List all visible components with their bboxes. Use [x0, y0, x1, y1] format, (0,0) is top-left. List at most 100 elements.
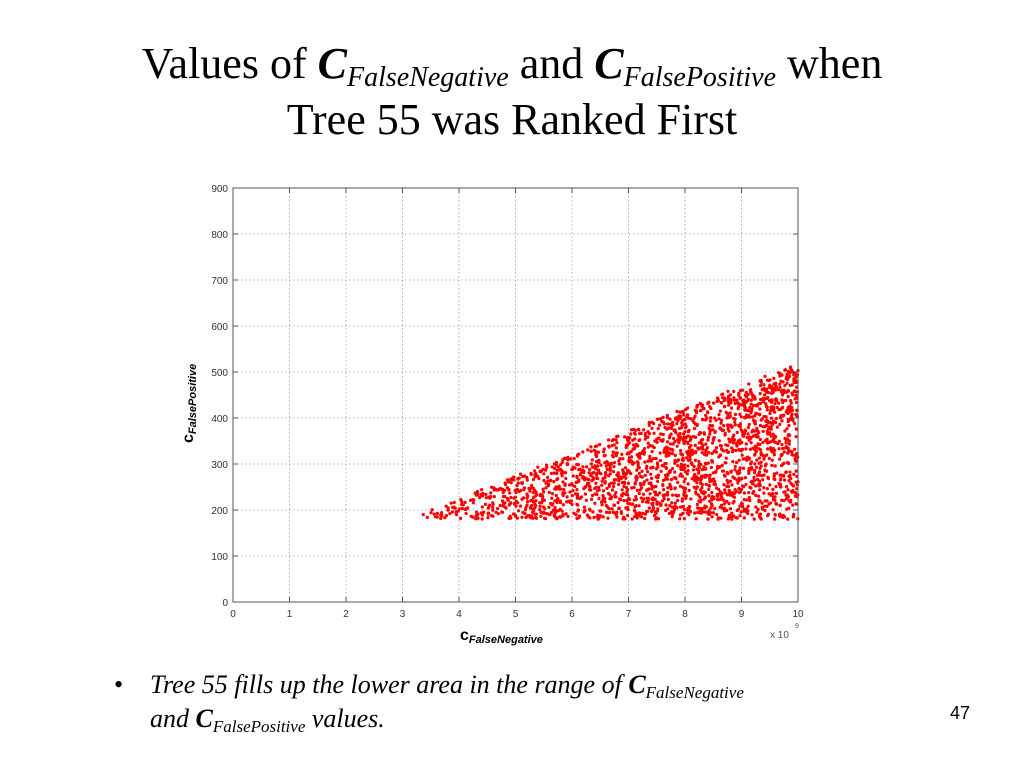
scatter-point — [491, 505, 495, 510]
scatter-point — [728, 440, 732, 444]
scatter-point — [757, 513, 762, 517]
scatter-point — [688, 438, 692, 443]
scatter-point — [618, 457, 622, 461]
scatter-point — [611, 481, 616, 485]
scatter-point — [594, 454, 599, 459]
scatter-point — [726, 389, 730, 393]
scatter-point — [645, 488, 649, 492]
scatter-point — [474, 510, 479, 514]
scatter-point — [525, 496, 529, 500]
scatter-point — [599, 472, 603, 476]
scatter-point — [668, 470, 672, 474]
scatter-point — [578, 496, 582, 501]
scatter-point — [620, 480, 624, 485]
scatter-point — [657, 436, 661, 440]
scatter-point — [789, 399, 793, 403]
scatter-point — [780, 388, 784, 393]
scatter-point — [777, 447, 781, 451]
scatter-point — [625, 436, 629, 440]
scatter-point — [793, 459, 797, 463]
scatter-point — [740, 440, 744, 445]
scatter-point — [662, 494, 666, 499]
scatter-point — [673, 501, 677, 505]
scatter-point — [638, 512, 642, 516]
scatter-point — [449, 501, 453, 505]
scatter-point — [749, 462, 753, 466]
scatter-point — [765, 418, 769, 422]
scatter-point — [754, 493, 758, 497]
scatter-point — [553, 499, 557, 503]
scatter-point — [544, 486, 548, 490]
x-tick-label: 2 — [343, 609, 349, 620]
scatter-point — [653, 497, 657, 501]
scatter-point — [460, 506, 465, 511]
scatter-point — [782, 450, 786, 454]
scatter-point — [759, 378, 763, 383]
scatter-point — [771, 487, 775, 491]
scatter-point — [700, 445, 705, 449]
scatter-point — [734, 460, 739, 465]
scatter-point — [673, 504, 677, 508]
scatter-point — [650, 486, 654, 491]
scatter-point — [779, 453, 783, 457]
scatter-point — [763, 393, 767, 397]
scatter-point — [635, 516, 639, 520]
scatter-point — [755, 473, 759, 477]
scatter-point — [589, 472, 593, 476]
scatter-point — [591, 475, 595, 480]
scatter-point — [692, 464, 696, 469]
scatter-point — [697, 499, 701, 503]
scatter-point — [528, 489, 532, 493]
scatter-point — [633, 432, 637, 436]
scatter-point — [615, 451, 619, 455]
scatter-point — [721, 396, 725, 400]
scatter-point — [563, 483, 567, 487]
scatter-point — [737, 448, 741, 452]
scatter-point — [785, 375, 789, 379]
scatter-point — [723, 404, 727, 408]
scatter-point — [688, 451, 692, 455]
scatter-point — [719, 503, 724, 507]
scatter-point — [712, 449, 716, 454]
scatter-point — [680, 499, 684, 503]
scatter-point — [716, 494, 720, 499]
scatter-point — [774, 485, 778, 489]
scatter-point — [531, 516, 535, 520]
scatter-point — [475, 490, 480, 494]
scatter-point — [599, 500, 604, 504]
scatter-point — [688, 417, 693, 421]
scatter-point — [746, 432, 750, 436]
scatter-point — [496, 488, 500, 492]
scatter-point — [691, 419, 695, 423]
scatter-point — [519, 489, 523, 493]
scatter-point — [778, 372, 782, 376]
scatter-point — [726, 427, 730, 431]
scatter-point — [737, 471, 741, 475]
scatter-point — [749, 402, 753, 406]
scatter-point — [695, 404, 699, 408]
scatter-point — [538, 504, 542, 508]
scatter-point — [609, 462, 614, 466]
scatter-point — [792, 512, 796, 516]
scatter-point — [532, 508, 536, 513]
scatter-point — [553, 466, 557, 471]
scatter-point — [561, 512, 565, 516]
scatter-point — [665, 493, 670, 497]
scatter-point — [714, 446, 719, 450]
scatter-point — [627, 441, 631, 445]
scatter-point — [708, 419, 712, 423]
scatter-point — [778, 374, 782, 378]
scatter-point — [686, 453, 690, 457]
scatter-point — [738, 490, 742, 495]
scatter-point — [738, 442, 742, 446]
scatter-point — [592, 471, 596, 475]
scatter-point — [659, 432, 663, 436]
title-line-2: Tree 55 was Ranked First — [286, 95, 738, 144]
scatter-point — [725, 478, 729, 482]
scatter-point — [791, 489, 795, 493]
scatter-point — [764, 462, 768, 466]
scatter-point — [512, 475, 516, 479]
scatter-point — [780, 419, 784, 423]
scatter-point — [612, 460, 617, 465]
scatter-point — [656, 517, 661, 521]
